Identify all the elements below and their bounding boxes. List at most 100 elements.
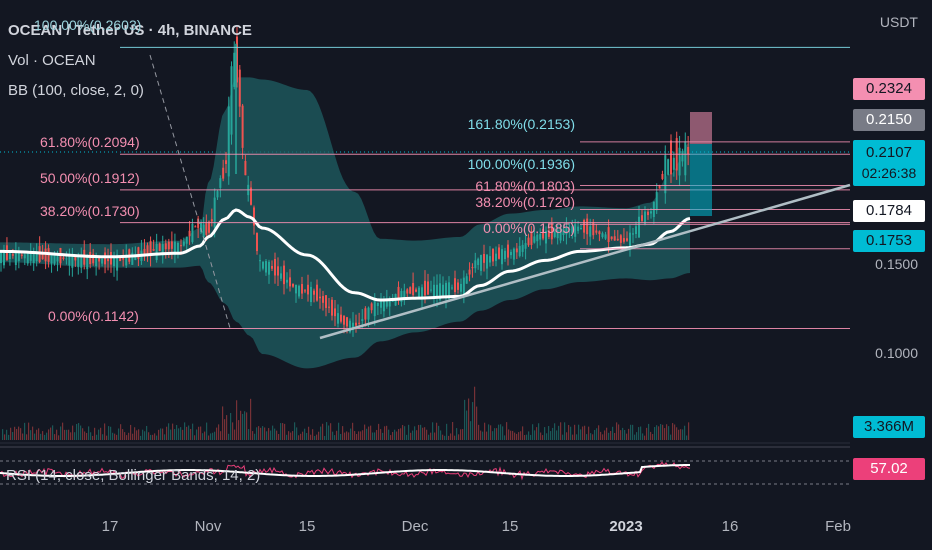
volume-bar — [510, 430, 512, 440]
candle-body — [382, 298, 385, 312]
candle-body — [385, 299, 388, 307]
candle-body — [518, 245, 521, 257]
volume-bar — [62, 422, 64, 440]
volume-bar — [176, 424, 178, 440]
volume-bar — [656, 425, 658, 440]
candle-body — [113, 257, 116, 267]
volume-bar — [122, 429, 124, 440]
candle-body — [319, 296, 321, 299]
volume-bar — [584, 425, 586, 440]
candle-body — [283, 265, 285, 285]
volume-bar — [632, 424, 634, 440]
candle-body — [480, 254, 482, 271]
candle-body — [565, 227, 568, 235]
volume-bar — [662, 424, 664, 440]
volume-bar — [688, 422, 690, 440]
volume-bar — [498, 424, 500, 440]
current-price: 0.2107 — [866, 144, 912, 161]
volume-bar — [226, 415, 228, 440]
volume-bar — [522, 426, 524, 440]
candle-body — [101, 258, 104, 264]
volume-bar — [504, 435, 506, 440]
volume-bar — [506, 422, 508, 440]
volume-bar — [528, 431, 530, 440]
volume-bar — [150, 434, 152, 440]
volume-bar — [550, 431, 552, 440]
volume-bar — [110, 426, 112, 440]
volume-bar — [414, 426, 416, 440]
volume-bar — [10, 427, 12, 440]
volume-bar — [136, 430, 138, 440]
candle-body — [340, 314, 342, 322]
volume-bar — [618, 424, 620, 440]
candle-body — [430, 289, 432, 291]
volume-bar — [564, 422, 566, 440]
volume-bar — [34, 433, 36, 440]
volume-bar — [14, 426, 16, 440]
candle-body — [146, 245, 149, 256]
volume-bar — [454, 435, 456, 440]
volume-bar — [320, 426, 322, 440]
volume-bar — [620, 430, 622, 440]
volume-bar — [152, 434, 154, 440]
candle-body — [346, 317, 348, 327]
volume-bar — [104, 423, 106, 440]
volume-bar — [520, 431, 522, 440]
volume-bar — [382, 432, 384, 440]
volume-bar — [206, 422, 208, 440]
volume-bar — [582, 426, 584, 440]
symbol-title[interactable]: OCEAN / Tether US · 4h, BINANCE — [8, 22, 252, 39]
candle-body — [289, 277, 291, 287]
rsi-indicator-label[interactable]: RSI (14, close, Bollinger Bands, 14, 2) — [6, 467, 261, 484]
volume-bar — [8, 434, 10, 440]
volume-bar — [452, 422, 454, 440]
volume-bar — [570, 426, 572, 440]
volume-bar — [428, 434, 430, 440]
fib-left-label: 0.00%(0.1142) — [48, 308, 139, 325]
volume-bar — [350, 428, 352, 440]
candle-body — [436, 284, 438, 298]
bb-indicator-label[interactable]: BB (100, close, 2, 0) — [8, 82, 144, 99]
volume-bar — [524, 435, 526, 440]
volume-bar — [154, 433, 156, 440]
candle-body — [292, 283, 294, 287]
volume-bar — [190, 428, 192, 440]
currency-label: USDT — [879, 14, 918, 30]
candle-body — [483, 253, 485, 263]
candle-body — [403, 290, 406, 299]
volume-bar — [52, 425, 54, 440]
volume-bar — [426, 429, 428, 440]
volume-bar — [300, 433, 302, 440]
volume-bar — [94, 427, 96, 440]
candle-body — [337, 313, 339, 324]
candle-body — [8, 253, 11, 260]
volume-bar — [456, 428, 458, 440]
volume-bar — [422, 427, 424, 440]
candle-body — [533, 236, 536, 243]
volume-bar — [172, 423, 174, 440]
price-tag-bb-upper: 0.1784 — [853, 200, 925, 222]
candle-body — [233, 52, 236, 87]
volume-bar — [252, 431, 254, 440]
candle-body — [253, 207, 255, 226]
volume-bar — [552, 427, 554, 440]
volume-indicator-label[interactable]: Vol · OCEAN — [8, 52, 96, 69]
candle-body — [89, 251, 92, 265]
volume-bar — [60, 426, 62, 440]
volume-bar — [128, 432, 130, 440]
candle-body — [14, 250, 17, 266]
volume-bar — [270, 430, 272, 440]
volume-bar — [4, 434, 6, 440]
candle-body — [301, 284, 303, 294]
volume-bar — [344, 432, 346, 440]
volume-bar — [48, 429, 50, 440]
volume-bar — [416, 430, 418, 440]
candle-body — [65, 258, 68, 260]
volume-bar — [336, 430, 338, 440]
volume-bar — [494, 428, 496, 440]
candle-body — [409, 287, 412, 294]
candle-body — [550, 224, 553, 240]
volume-bar — [508, 429, 510, 440]
volume-bar — [76, 423, 78, 440]
